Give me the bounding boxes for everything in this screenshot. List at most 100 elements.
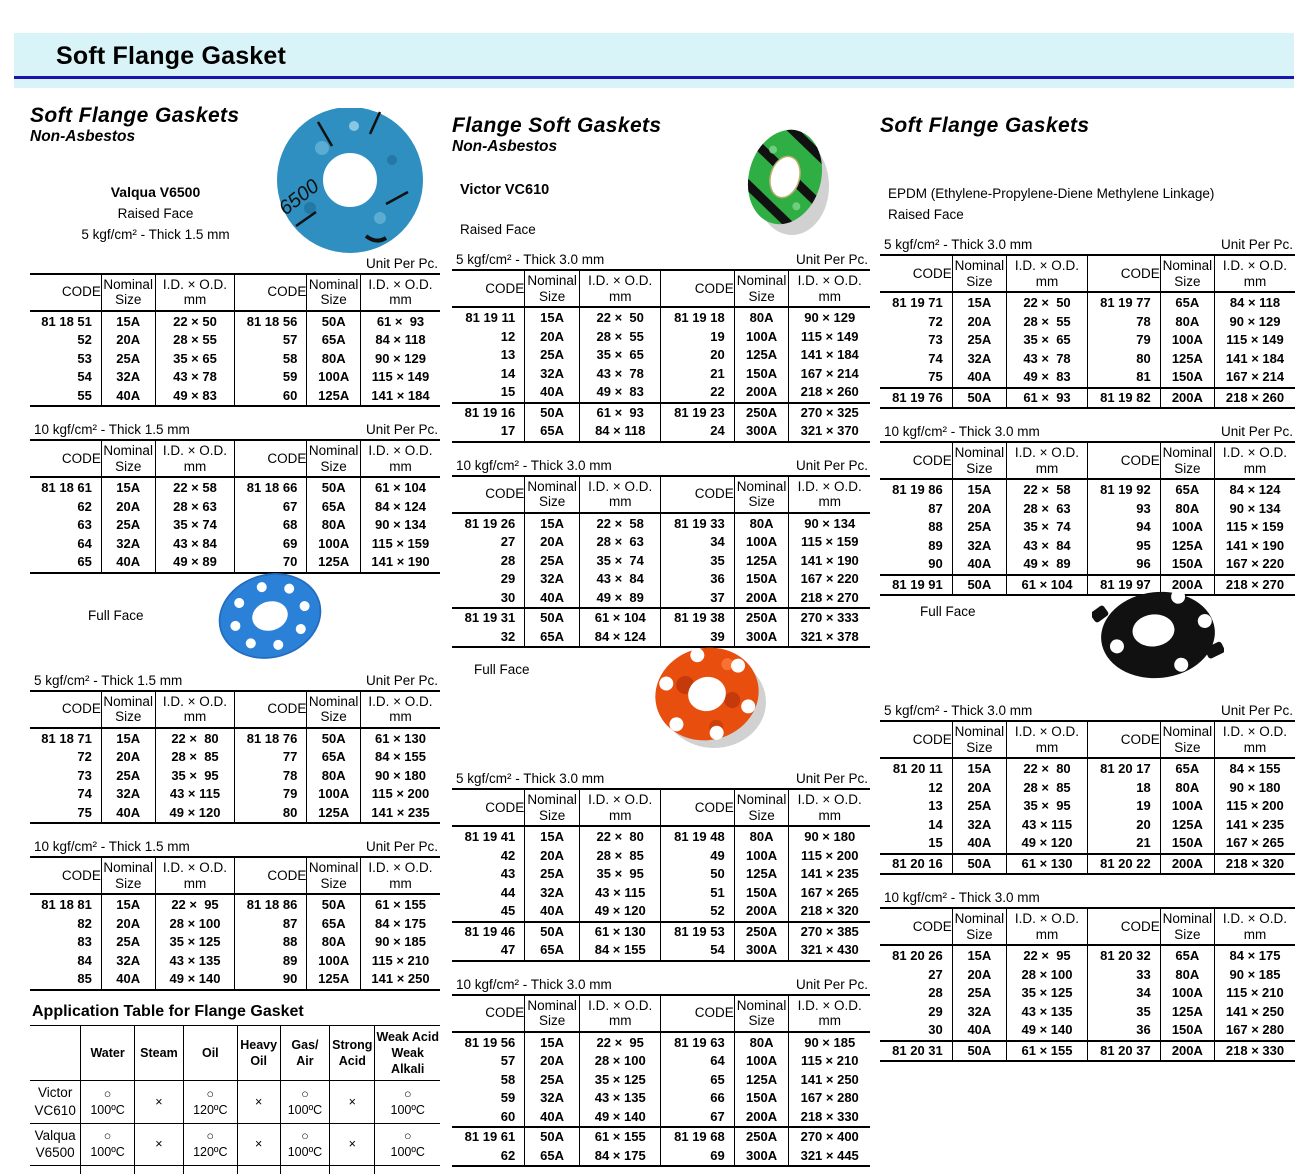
column-header: CODE	[452, 789, 525, 828]
table-row: 17 65A 84 × 118 24 300A 321 × 370	[452, 422, 870, 442]
code-cell: 81 19 23	[660, 401, 735, 423]
id-od-cell: 218 × 260	[788, 383, 870, 403]
code-cell: 84	[77, 952, 92, 968]
full-face-label: Full Face	[88, 607, 144, 623]
column-header: Nominal Size	[733, 789, 789, 828]
id-od-cell: 43 × 84	[1006, 536, 1088, 556]
code-cell: 20	[660, 346, 735, 365]
nominal-size-cell: 40A	[524, 902, 580, 922]
code-cell: 15	[500, 384, 516, 400]
nominal-size-cell: 200A	[733, 588, 789, 609]
column-header: Nominal Size	[306, 273, 361, 312]
code-cell: 28	[928, 985, 943, 1001]
code-cell: 78	[1086, 312, 1161, 332]
code-cell: 81 19 56	[464, 1034, 516, 1050]
id-od-cell: 22 × 58	[1006, 479, 1088, 500]
nominal-size-cell: 20A	[524, 846, 580, 866]
column-header: I.D. × O.D. mm	[1214, 255, 1295, 294]
code-cell: 57	[500, 1053, 516, 1069]
table-row: 62 65A 84 × 175 69 300A 321 × 445	[452, 1146, 870, 1167]
code-cell: 65	[660, 1070, 735, 1090]
nominal-size-cell: 100A	[1159, 331, 1215, 350]
code-cell: 81 19 91	[880, 573, 953, 596]
id-od-cell: 84 × 118	[578, 422, 661, 442]
nominal-size-cell: 25A	[951, 797, 1007, 816]
column-header: I.D. × O.D. mm	[1214, 908, 1295, 947]
nominal-size-cell: 32A	[951, 349, 1007, 369]
code-cell: 87	[928, 500, 943, 516]
table-row: 63 25A 35 × 74 68 80A 90 × 134	[30, 516, 440, 535]
code-cell: 81 20 26	[892, 948, 943, 964]
size-table-raised-10kgf: CODE Nominal Size I.D. × O.D. mm CODE Nomina…	[452, 474, 870, 649]
code-cell: 68	[234, 516, 307, 535]
nominal-size-cell: 20A	[951, 499, 1007, 519]
nominal-size-cell: 200A	[1159, 386, 1215, 409]
code-cell: 81 18 51	[41, 313, 92, 329]
code-cell: 81 19 97	[1086, 573, 1161, 596]
table-row: 29 32A 43 × 84 36 150A 167 × 220	[452, 570, 870, 589]
column-header: CODE	[30, 273, 102, 312]
full-face-section: Full Face	[452, 647, 870, 756]
column-title: Flange Soft Gaskets	[452, 114, 662, 137]
table-row: 75 40A 49 × 83 81 150A 167 × 214	[880, 368, 1295, 388]
id-od-cell: 90 × 134	[359, 516, 440, 535]
nominal-size-cell: 25A	[524, 865, 580, 884]
nominal-size-cell: 150A	[1159, 368, 1215, 388]
nominal-size-cell: 100A	[733, 327, 789, 347]
id-od-cell: 61 × 155	[578, 1126, 661, 1147]
column-header: I.D. × O.D. mm	[788, 475, 870, 514]
id-od-cell: 141 × 184	[788, 346, 870, 365]
nominal-size-cell: 100A	[1159, 518, 1215, 537]
section-heading-row: 5 kgf/cm² - Thick 3.0 mm Unit Per Pc.	[880, 701, 1295, 718]
code-cell: 15	[928, 835, 943, 851]
id-od-cell: 43 × 115	[154, 785, 235, 804]
nominal-size-cell: 80A	[306, 933, 361, 952]
id-od-cell: 115 × 149	[359, 368, 440, 387]
column-header: CODE	[1086, 908, 1161, 947]
id-od-cell: 167 × 220	[788, 570, 870, 589]
gasket-photo-epdm-fullface	[1092, 589, 1224, 679]
spec-label: 10 kgf/cm² - Thick 3.0 mm	[884, 424, 1040, 440]
table-row: 58 25A 35 × 125 65 125A 141 × 250	[452, 1070, 870, 1090]
code-cell: 30	[500, 589, 516, 605]
column-header: CODE	[234, 857, 307, 896]
id-od-cell: 28 × 100	[154, 914, 235, 934]
app-column-header: Steam	[133, 1024, 185, 1082]
unit-label: Unit Per Pc.	[365, 255, 438, 271]
app-row: Victor VC610 ○ 100ºC × ○ 120ºC × ○ 100ºC × ○ 10…	[30, 1080, 440, 1124]
column-header: CODE	[234, 273, 307, 312]
nominal-size-cell: 15A	[100, 310, 156, 332]
nominal-size-cell: 65A	[1159, 292, 1215, 313]
code-cell: 81 19 46	[452, 920, 525, 942]
nominal-size-cell: 150A	[1159, 834, 1215, 854]
unit-label: Unit Per Pc.	[1220, 703, 1293, 719]
id-od-cell: 167 × 214	[788, 364, 870, 384]
app-column-header: Gas/ Air	[279, 1024, 331, 1082]
id-od-cell: 28 × 85	[578, 846, 661, 866]
nominal-size-cell: 40A	[951, 555, 1007, 575]
table-row: 81 18 71 15A 22 × 80 81 18 76 50A 61 × 130	[30, 727, 440, 749]
table-row: 82 20A 28 × 100 87 65A 84 × 175	[30, 914, 440, 934]
code-cell: 95	[1086, 536, 1161, 556]
nominal-size-cell: 50A	[524, 920, 580, 942]
title-underline	[14, 76, 1294, 79]
app-row: Valqua V6500 ○ 100ºC × ○ 120ºC × ○ 100ºC × ○ 10…	[30, 1122, 440, 1166]
nominal-size-cell: 20A	[951, 312, 1007, 332]
nominal-size-cell: 65A	[524, 627, 580, 648]
nominal-size-cell: 15A	[100, 477, 156, 498]
column-victor: Flange Soft Gaskets Non-Asbestos Victor …	[452, 114, 870, 1168]
unit-label: Unit Per Pc.	[795, 457, 868, 473]
nominal-size-cell: 25A	[100, 766, 156, 786]
app-rating-cell: ×	[133, 1080, 185, 1124]
code-cell: 36	[660, 570, 735, 589]
table-row: 14 32A 43 × 78 21 150A 167 × 214	[452, 364, 870, 384]
code-cell: 93	[1086, 499, 1161, 519]
app-rating-cell: ○ 100ºC	[80, 1122, 135, 1166]
table-row: 87 20A 28 × 63 93 80A 90 × 134	[880, 499, 1295, 519]
code-cell: 14	[500, 365, 516, 381]
column-header: I.D. × O.D. mm	[1006, 721, 1088, 760]
section-heading-row: 5 kgf/cm² - Thick 3.0 mm Unit Per Pc.	[880, 235, 1295, 252]
unit-label: Unit Per Pc.	[795, 252, 868, 267]
application-table: Water Steam Oil Heavy Oil Gas/ Air Strong Aci…	[30, 1024, 440, 1174]
id-od-cell: 49 × 120	[578, 902, 661, 922]
